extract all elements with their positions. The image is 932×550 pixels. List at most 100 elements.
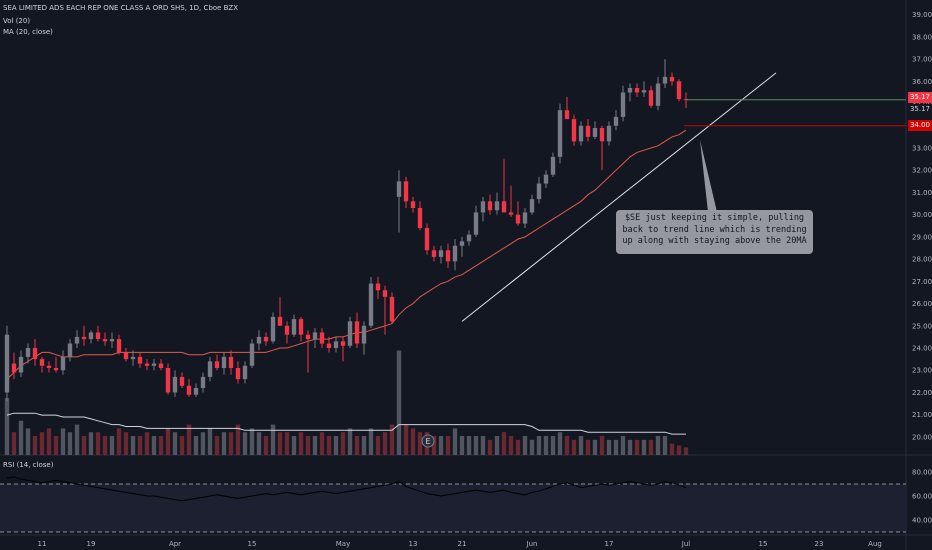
candle	[354, 312, 360, 348]
volume-bar	[340, 432, 346, 455]
volume-bar	[60, 428, 66, 455]
candle-body	[599, 128, 605, 142]
candle	[186, 379, 192, 397]
candle	[375, 276, 381, 300]
candle	[25, 343, 31, 364]
volume-bar	[452, 428, 458, 455]
candle	[515, 201, 521, 226]
price-tick-label: 39.00	[912, 11, 932, 19]
candle	[74, 330, 80, 348]
rsi-layer	[0, 476, 906, 533]
price-tick-label: 24.00	[912, 345, 932, 353]
candle-body	[74, 336, 80, 344]
candle-body	[312, 332, 318, 340]
candle-body	[144, 363, 150, 366]
price-tick-label: 22.00	[912, 389, 932, 397]
candle	[298, 316, 304, 342]
annotation-callout[interactable]: $SE just keeping it simple, pulling back…	[616, 210, 813, 254]
candle	[543, 170, 549, 188]
candle-body	[445, 250, 451, 262]
price-tick-label: 29.00	[912, 233, 932, 241]
candle	[571, 114, 577, 146]
candle-body	[585, 125, 591, 137]
rsi-legend[interactable]: RSI (14, close)	[3, 461, 54, 469]
candle-body	[221, 356, 227, 368]
time-tick-label: 13	[409, 540, 418, 548]
candle	[221, 352, 227, 375]
price-tick-label: 23.00	[912, 367, 932, 375]
volume-bar	[599, 436, 605, 455]
candle	[32, 339, 38, 366]
candle-body	[235, 368, 241, 380]
volume-bar	[312, 436, 318, 455]
candle	[417, 201, 423, 231]
candle-body	[270, 316, 276, 342]
current-price-tag: 35.17	[908, 92, 932, 103]
volume-bar	[326, 436, 332, 455]
candle-body	[193, 388, 199, 395]
candle-body	[606, 125, 612, 142]
candle-body	[60, 356, 66, 371]
time-tick-label: 15	[248, 540, 257, 548]
candle-body	[578, 125, 584, 142]
ma-legend[interactable]: MA (20, close)	[3, 28, 53, 36]
volume-bar	[186, 424, 192, 455]
volume-bar	[634, 439, 640, 455]
volume-bar	[578, 436, 584, 455]
volume-bar	[207, 428, 213, 455]
volume-bar	[571, 439, 577, 455]
volume-bar	[4, 398, 10, 455]
candle-body	[88, 332, 94, 340]
candle	[641, 81, 647, 97]
candle-body	[676, 81, 682, 100]
volume-bar	[361, 436, 367, 455]
candle	[606, 121, 612, 146]
volume-bar	[214, 436, 220, 455]
candle	[305, 330, 311, 373]
price-tick-label: 30.00	[912, 211, 932, 219]
candle-body	[550, 156, 556, 175]
candle-body	[186, 385, 192, 395]
rsi-band	[0, 484, 906, 532]
ma20-line	[6, 129, 687, 380]
volume-bar	[32, 436, 38, 455]
candle	[144, 359, 150, 371]
volume-bar	[39, 432, 45, 455]
volume-bar	[417, 432, 423, 455]
candle-body	[424, 228, 430, 251]
candle-body	[137, 356, 143, 364]
volume-bar	[263, 436, 269, 455]
rsi-tick-label: 60.00	[912, 493, 932, 501]
candle-body	[431, 250, 437, 257]
candle-body	[109, 339, 115, 342]
candle-body	[333, 341, 339, 348]
candle	[445, 243, 451, 268]
candle	[88, 330, 94, 344]
volume-bar	[291, 436, 297, 455]
volume-bar	[613, 439, 619, 455]
symbol-legend[interactable]: SEA LIMITED ADS EACH REP ONE CLASS A ORD…	[3, 4, 238, 12]
price-tick-label: 27.00	[912, 278, 932, 286]
candle	[109, 332, 115, 348]
volume-bar	[46, 428, 52, 455]
volume-bar	[130, 436, 136, 455]
volume-bar	[543, 436, 549, 455]
rsi-tick-label: 40.00	[912, 517, 932, 525]
candle	[200, 372, 206, 393]
time-tick-label: Jul	[681, 540, 691, 548]
candle-body	[368, 283, 374, 326]
candle	[116, 334, 122, 355]
candle	[137, 352, 143, 368]
volume-bar	[95, 432, 101, 455]
volume-bar	[235, 424, 241, 455]
candle-body	[81, 336, 87, 340]
candle-body	[67, 343, 73, 357]
volume-legend[interactable]: Vol (20)	[3, 17, 31, 25]
candle-body	[396, 181, 402, 197]
candle-body	[662, 76, 668, 84]
candle-body	[25, 348, 31, 357]
candle	[536, 176, 542, 204]
candle-body	[410, 201, 416, 208]
